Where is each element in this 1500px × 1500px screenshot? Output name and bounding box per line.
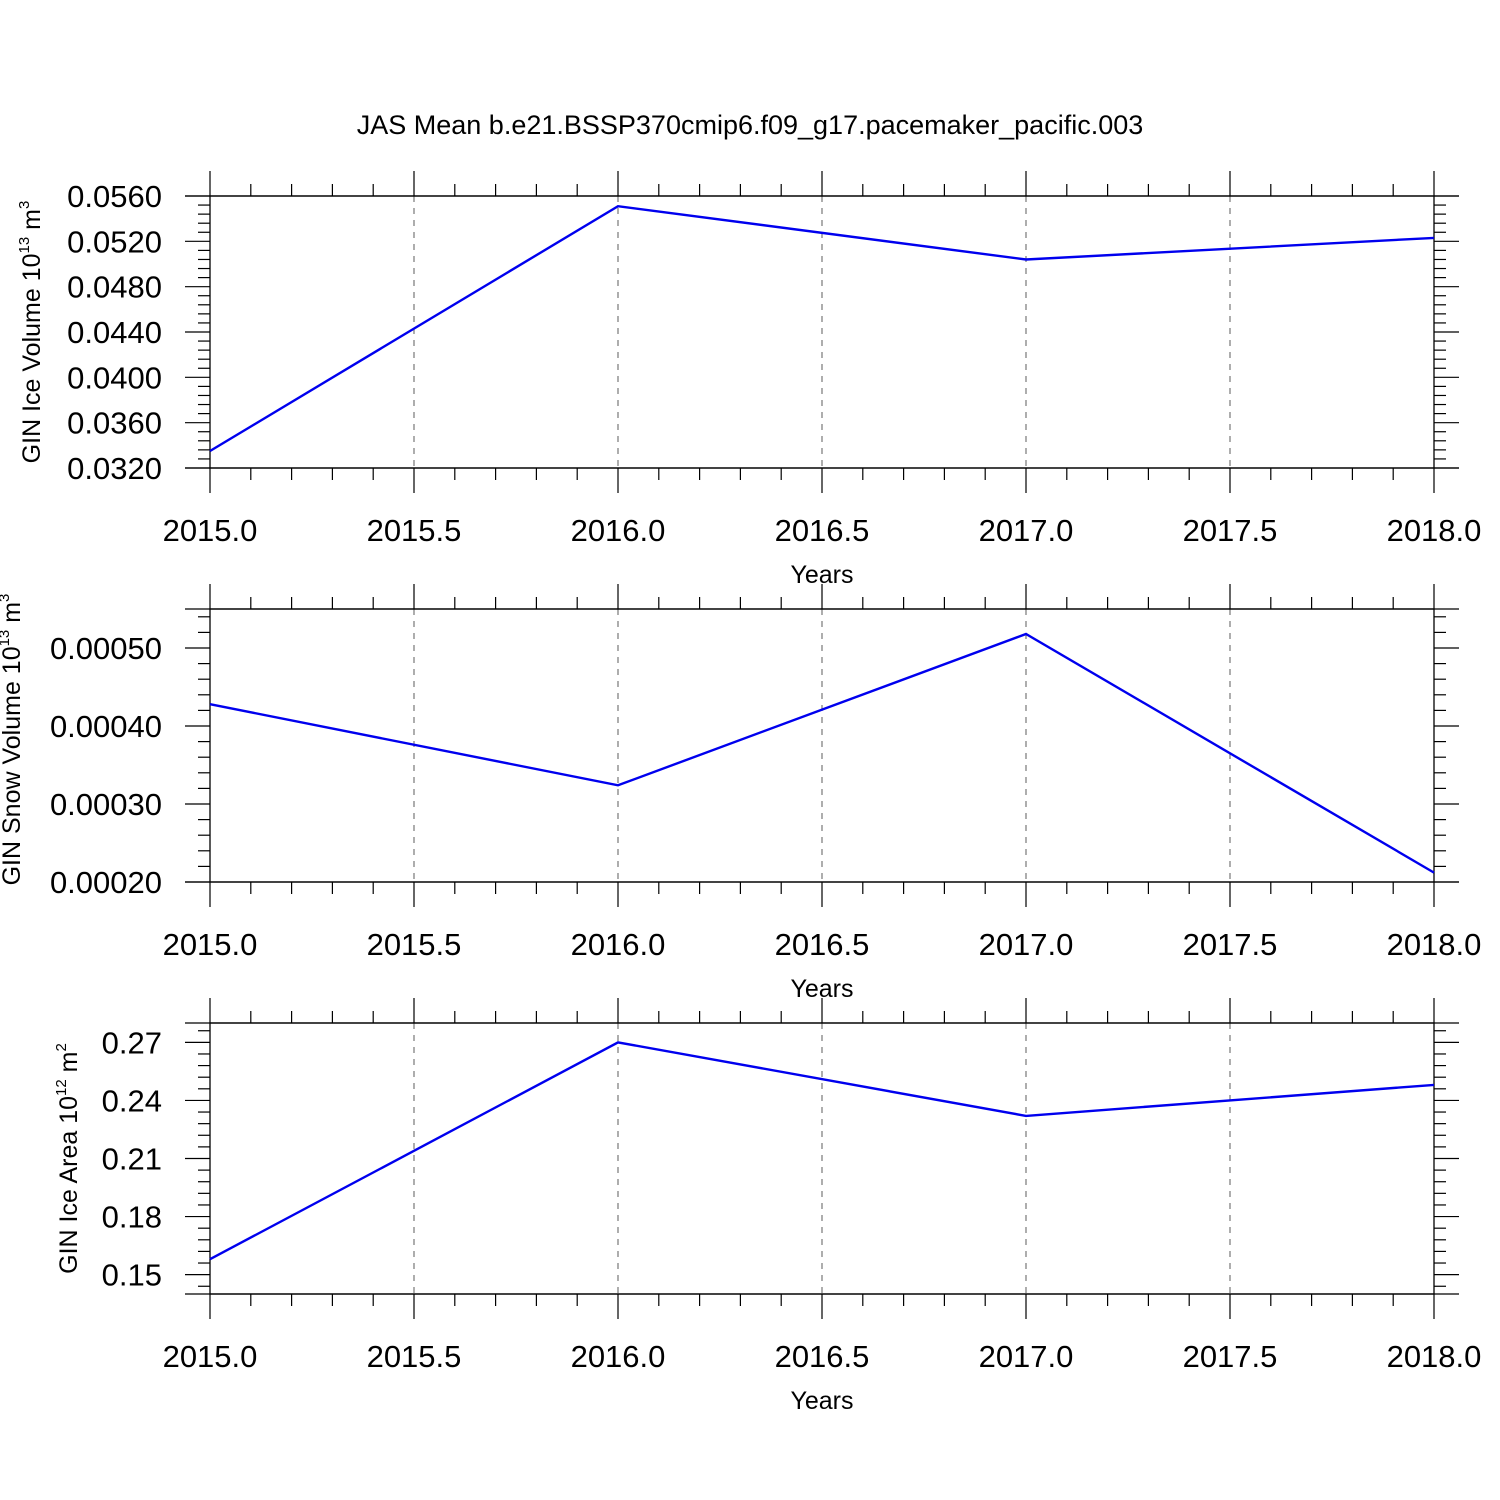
x-tick-label: 2015.5 bbox=[367, 1339, 462, 1374]
y-tick-label: 0.18 bbox=[102, 1200, 162, 1235]
y-axis-label-part: 3 bbox=[16, 201, 33, 209]
y-tick-label: 0.00020 bbox=[50, 865, 162, 900]
x-tick-label: 2018.0 bbox=[1387, 927, 1482, 962]
x-tick-label: 2016.5 bbox=[775, 513, 870, 548]
chart-panel-3: 2015.0 2015.5 2016.0 2016.5 2017.0 2017.5 2018… bbox=[53, 998, 1481, 1415]
x-tick-label: 2015.5 bbox=[367, 513, 462, 548]
y-axis-label: GIN Ice Volume 1013 m3 bbox=[16, 201, 46, 464]
x-tick-label: 2015.0 bbox=[163, 927, 258, 962]
y-axis-label-part: 13 bbox=[0, 630, 13, 647]
y-tick-label: 0.0560 bbox=[67, 179, 162, 214]
y-tick-label: 0.00040 bbox=[50, 709, 162, 744]
x-tick-label: 2017.0 bbox=[979, 927, 1074, 962]
y-tick-label: 0.0320 bbox=[67, 451, 162, 486]
y-axis-label-part: 2 bbox=[53, 1043, 70, 1051]
y-axis-label-part: GIN Snow Volume 10 bbox=[0, 646, 26, 885]
x-tick-label: 2016.5 bbox=[775, 927, 870, 962]
y-axis-label-part: m bbox=[18, 209, 46, 237]
x-axis-label: Years bbox=[790, 1387, 853, 1415]
x-tick-label: 2017.5 bbox=[1183, 927, 1278, 962]
x-tick-label: 2015.5 bbox=[367, 927, 462, 962]
x-tick-label: 2017.0 bbox=[979, 1339, 1074, 1374]
x-tick-label: 2015.0 bbox=[163, 513, 258, 548]
y-tick-label: 0.15 bbox=[102, 1258, 162, 1293]
y-axis-label-part: m bbox=[0, 602, 26, 630]
x-tick-label: 2017.5 bbox=[1183, 1339, 1278, 1374]
y-tick-label: 0.0400 bbox=[67, 360, 162, 395]
x-tick-label: 2017.0 bbox=[979, 513, 1074, 548]
y-tick-label: 0.00030 bbox=[50, 787, 162, 822]
y-tick-label: 0.21 bbox=[102, 1142, 162, 1177]
y-tick-label: 0.0360 bbox=[67, 406, 162, 441]
figure-title: JAS Mean b.e21.BSSP370cmip6.f09_g17.pace… bbox=[357, 110, 1144, 140]
y-tick-label: 0.0440 bbox=[67, 315, 162, 350]
y-axis-label: GIN Snow Volume 1013 m3 bbox=[0, 594, 26, 886]
y-axis-label-part: 12 bbox=[53, 1079, 70, 1096]
y-axis-label-part: GIN Ice Volume 10 bbox=[18, 253, 46, 463]
y-axis-label-part: m bbox=[55, 1052, 83, 1080]
y-tick-label: 0.27 bbox=[102, 1025, 162, 1060]
y-axis-label-part: 13 bbox=[16, 237, 33, 254]
x-tick-label: 2015.0 bbox=[163, 1339, 258, 1374]
x-tick-label: 2016.0 bbox=[571, 1339, 666, 1374]
y-axis-label-part: 3 bbox=[0, 594, 13, 602]
series-line bbox=[209, 632, 1435, 874]
x-tick-label: 2017.5 bbox=[1183, 513, 1278, 548]
x-tick-label: 2016.0 bbox=[571, 513, 666, 548]
chart-panel-1: 2015.0 2015.5 2016.0 2016.5 2017.0 2017.5 2018… bbox=[16, 171, 1481, 589]
y-axis-label-part: GIN Ice Area 10 bbox=[55, 1096, 83, 1274]
x-tick-label: 2018.0 bbox=[1387, 1339, 1482, 1374]
x-tick-label: 2016.0 bbox=[571, 927, 666, 962]
series-line bbox=[209, 1041, 1435, 1261]
chart-panel-2: 2015.0 2015.5 2016.0 2016.5 2017.0 2017.5 2018… bbox=[0, 584, 1481, 1003]
series-line bbox=[209, 204, 1435, 453]
y-tick-label: 0.00050 bbox=[50, 631, 162, 666]
y-tick-label: 0.0480 bbox=[67, 270, 162, 305]
y-tick-label: 0.0520 bbox=[67, 224, 162, 259]
y-axis-label: GIN Ice Area 1012 m2 bbox=[53, 1043, 83, 1274]
x-tick-label: 2016.5 bbox=[775, 1339, 870, 1374]
y-tick-label: 0.24 bbox=[102, 1083, 162, 1118]
x-tick-label: 2018.0 bbox=[1387, 513, 1482, 548]
